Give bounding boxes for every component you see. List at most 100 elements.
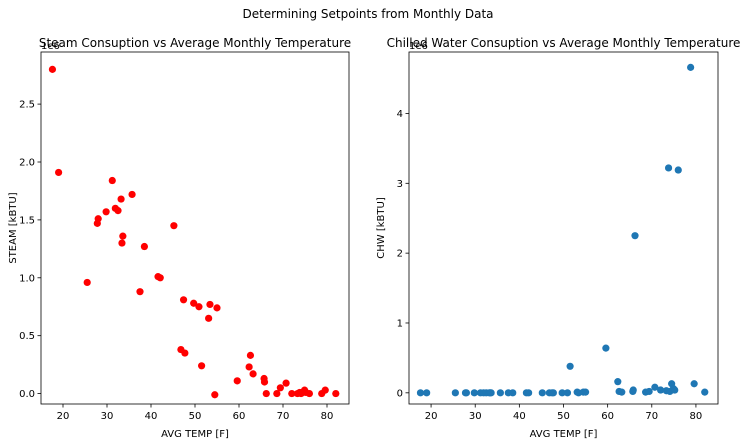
chw-point-21 (558, 389, 566, 397)
chw-point-5 (470, 389, 478, 397)
steam-point-16 (156, 274, 164, 282)
steam-point-19 (179, 296, 188, 304)
steam-point-26 (211, 391, 219, 399)
steam-point-24 (205, 314, 213, 322)
chw-point-28 (602, 344, 610, 352)
steam-point-37 (282, 379, 290, 387)
chw-point-48 (701, 388, 709, 396)
steam-ytick-label-0: 0.0 (19, 389, 35, 400)
steam-point-27 (213, 304, 221, 312)
steam-point-31 (249, 370, 257, 378)
chw-xtick-label-3: 50 (557, 411, 570, 422)
steam-xtick-label-3: 50 (189, 411, 202, 422)
steam-scatter-panel: Steam Consuption vs Average Monthly Temp… (8, 36, 351, 440)
steam-y-axis-label: STEAM [kBTU] (8, 192, 19, 263)
chw-xtick-label-4: 60 (601, 411, 614, 422)
chw-point-17 (538, 389, 546, 397)
chw-point-0 (416, 389, 425, 397)
steam-point-35 (273, 389, 281, 398)
steam-point-33 (260, 378, 269, 386)
steam-ytick-label-3: 1.5 (19, 215, 35, 226)
chw-axes-frame (408, 51, 719, 405)
chw-x-axis-label: AVG TEMP [F] (530, 429, 598, 440)
steam-ytick-label-5: 2.5 (19, 100, 35, 111)
steam-point-10 (118, 239, 126, 247)
chw-point-36 (645, 387, 653, 396)
steam-point-29 (245, 363, 253, 371)
steam-point-8 (114, 207, 122, 215)
steam-point-2 (83, 278, 91, 287)
steam-point-17 (170, 222, 178, 230)
steam-point-23 (198, 362, 206, 370)
steam-point-38 (288, 389, 296, 398)
chw-point-40 (664, 164, 673, 172)
chw-ytick-label-3: 3 (397, 179, 403, 190)
steam-ytick-label-4: 2.0 (19, 158, 35, 169)
chw-point-27 (581, 388, 590, 396)
chw-xtick-label-1: 30 (469, 411, 482, 422)
chw-y-axis-label: CHW [kBTU] (376, 197, 387, 259)
steam-ytick-label-1: 0.5 (19, 331, 35, 342)
chw-xtick-label-0: 20 (425, 411, 438, 422)
chw-ytick-label-0: 0 (397, 388, 403, 399)
steam-xtick-label-2: 40 (145, 411, 158, 422)
steam-point-5 (102, 208, 110, 216)
chw-point-1 (423, 389, 431, 397)
steam-point-12 (128, 190, 136, 199)
chw-ytick-label-2: 2 (397, 249, 403, 260)
chw-point-11 (487, 389, 495, 397)
steam-xtick-label-0: 20 (57, 411, 70, 422)
chw-point-31 (618, 388, 626, 396)
chw-point-34 (631, 232, 639, 240)
chw-point-33 (629, 386, 637, 394)
chw-point-14 (509, 389, 517, 397)
steam-ytick-label-2: 1.0 (19, 273, 35, 284)
chw-point-23 (566, 362, 574, 370)
steam-point-34 (262, 389, 270, 398)
chw-point-20 (549, 389, 557, 397)
chw-point-47 (690, 380, 698, 388)
figure-suptitle: Determining Setpoints from Monthly Data (242, 7, 493, 21)
chw-point-38 (657, 386, 665, 394)
chw-point-12 (496, 389, 504, 397)
chw-y-offset-label: 1e6 (409, 41, 428, 52)
steam-point-11 (119, 232, 127, 240)
steam-xtick-label-1: 30 (101, 411, 114, 422)
chw-point-22 (563, 389, 572, 397)
steam-point-6 (108, 176, 116, 185)
chw-xtick-label-5: 70 (645, 411, 658, 422)
chw-point-4 (462, 389, 470, 397)
steam-chart-title: Steam Consuption vs Average Monthly Temp… (39, 36, 351, 50)
steam-point-22 (195, 303, 203, 311)
steam-point-25 (206, 300, 214, 309)
steam-point-45 (305, 389, 313, 398)
chw-ytick-label-1: 1 (397, 318, 403, 329)
steam-xtick-label-4: 60 (233, 411, 246, 422)
steam-x-axis-label: AVG TEMP [F] (161, 429, 229, 440)
steam-point-13 (136, 288, 144, 296)
steam-point-20 (181, 349, 189, 357)
steam-xtick-label-6: 80 (321, 411, 334, 422)
chw-point-16 (525, 389, 533, 397)
steam-point-28 (233, 377, 241, 385)
chw-point-2 (451, 389, 459, 397)
chw-point-37 (651, 383, 659, 391)
chw-point-44 (671, 386, 679, 394)
steam-point-0 (48, 65, 57, 73)
steam-point-9 (117, 195, 125, 203)
chw-point-45 (674, 166, 682, 174)
steam-y-offset-label: 1e6 (41, 41, 60, 52)
steam-point-1 (55, 168, 63, 177)
chw-point-29 (614, 378, 622, 386)
steam-point-14 (140, 242, 148, 251)
steam-point-47 (321, 386, 329, 394)
chw-point-46 (687, 63, 695, 71)
steam-point-30 (246, 351, 255, 359)
chw-chart-title: Chilled Water Consuption vs Average Mont… (387, 36, 741, 50)
steam-xtick-label-5: 70 (277, 411, 290, 422)
chw-ytick-label-4: 4 (397, 109, 403, 120)
steam-point-48 (332, 389, 340, 398)
steam-axes-frame (40, 51, 350, 405)
steam-point-4 (94, 215, 102, 223)
